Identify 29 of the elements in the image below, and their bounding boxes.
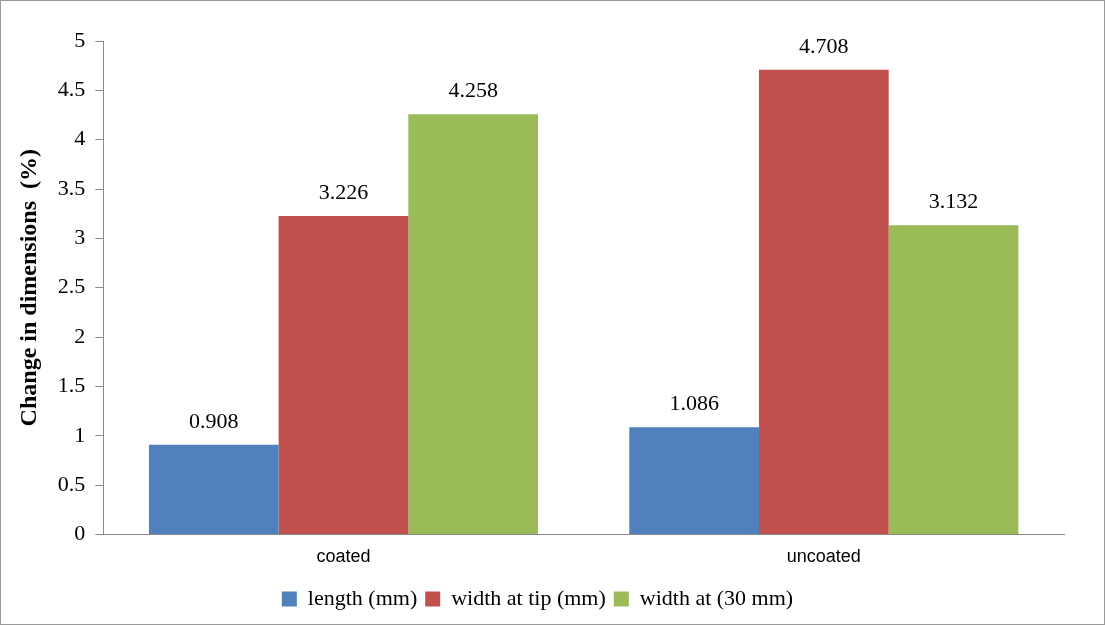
y-tick-label: 4.5 [57, 76, 86, 102]
data-label: 1.086 [669, 390, 719, 416]
y-tick-label: 0.5 [57, 470, 86, 496]
bar [758, 69, 889, 534]
bar [629, 427, 759, 534]
y-tick-label: 3 [74, 224, 86, 250]
data-label: 3.226 [318, 178, 369, 204]
data-label: 3.132 [928, 188, 979, 214]
y-tick-label: 2.5 [57, 273, 86, 299]
bar [408, 114, 539, 534]
legend-label: width at (30 mm) [639, 584, 794, 610]
y-axis-title: Change in dimensions (%) [14, 149, 41, 427]
data-label: 4.708 [799, 32, 849, 58]
legend-label: width at tip (mm) [451, 584, 606, 610]
y-tick-label: 2 [74, 322, 86, 348]
bar [148, 444, 279, 534]
y-tick-label: 4 [74, 125, 86, 151]
y-tick-label: 5 [74, 26, 86, 52]
data-label: 4.258 [448, 77, 498, 102]
bar [278, 216, 409, 534]
y-tick-label: 1.5 [57, 372, 86, 398]
data-label: 0.908 [189, 407, 239, 433]
y-tick-label: 0 [74, 520, 86, 546]
legend-label: length (mm) [307, 584, 418, 610]
y-tick-label: 3.5 [57, 174, 86, 200]
x-tick-label: uncoated [786, 546, 861, 567]
bar [888, 225, 1019, 534]
y-tick-label: 1 [74, 421, 86, 447]
x-tick-label: coated [316, 546, 371, 567]
